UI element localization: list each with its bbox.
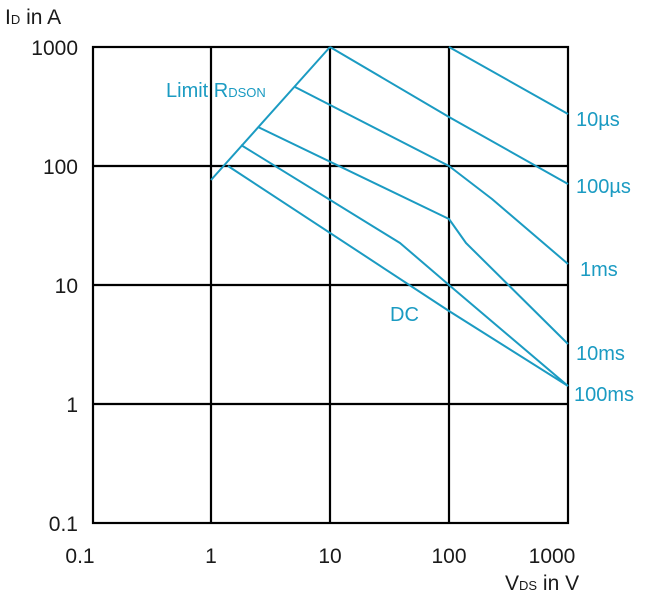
curve-1ms bbox=[294, 86, 569, 265]
curve-10us bbox=[448, 46, 569, 115]
limit-rdson-line bbox=[210, 46, 331, 181]
x-tick-1000: 1000 bbox=[529, 545, 576, 568]
x-tick-0-1: 0.1 bbox=[65, 545, 94, 568]
y-axis-ticks: 1000 100 10 1 0.1 bbox=[31, 37, 78, 536]
curve-dc bbox=[227, 165, 569, 387]
label-100ms: 100ms bbox=[574, 384, 634, 406]
limit-rdson-label: Limit RDSON bbox=[166, 80, 266, 102]
x-axis-title: VDS in V bbox=[505, 572, 579, 595]
label-10us: 10µs bbox=[576, 109, 620, 131]
x-tick-10: 10 bbox=[318, 545, 341, 568]
y-tick-1000: 1000 bbox=[31, 37, 78, 60]
y-axis-title: ID in A bbox=[5, 6, 61, 29]
y-tick-1: 1 bbox=[66, 394, 78, 417]
x-tick-100: 100 bbox=[431, 545, 466, 568]
y-tick-100: 100 bbox=[43, 156, 78, 179]
x-axis-ticks: 0.1 1 10 100 1000 bbox=[65, 545, 575, 568]
y-tick-10: 10 bbox=[55, 275, 78, 298]
x-tick-1: 1 bbox=[205, 545, 217, 568]
dc-label: DC bbox=[390, 304, 419, 326]
label-10ms: 10ms bbox=[576, 343, 625, 365]
soa-curves bbox=[210, 46, 569, 387]
curve-100us bbox=[329, 46, 569, 185]
grid bbox=[91, 45, 570, 525]
label-1ms: 1ms bbox=[580, 259, 618, 281]
y-tick-0-1: 0.1 bbox=[49, 513, 78, 536]
label-100us: 100µs bbox=[576, 176, 631, 198]
curve-100ms bbox=[240, 144, 569, 387]
curve-10ms bbox=[257, 126, 569, 345]
curve-labels: 10µs 100µs 1ms 10ms 100ms bbox=[574, 109, 634, 406]
